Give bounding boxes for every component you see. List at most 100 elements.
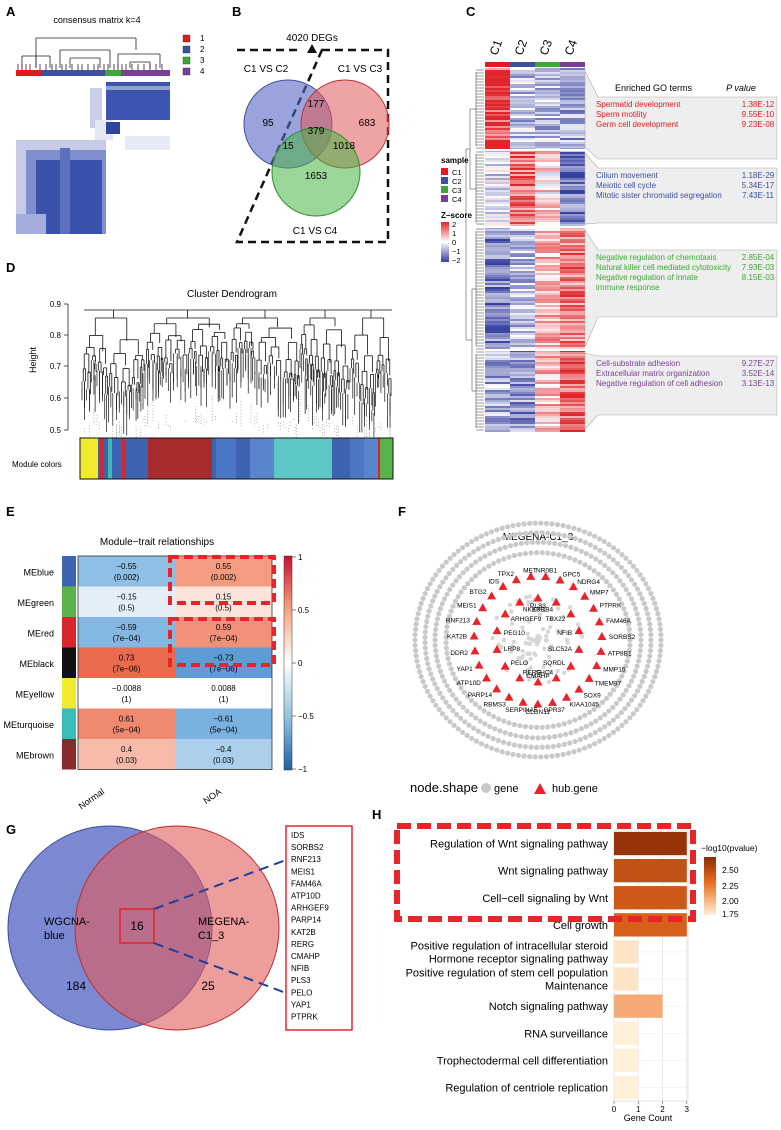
heatmap-cell (485, 329, 510, 331)
heatmap-cell (485, 362, 510, 364)
heatmap-cell (510, 370, 535, 372)
correlation-value: −0.55 (116, 562, 137, 571)
heatmap-cell (485, 128, 510, 130)
gene-node (434, 658, 441, 664)
heatmap-cell (510, 144, 535, 146)
heatmap-cell (485, 247, 510, 249)
heatmap-cell (560, 120, 585, 122)
heatmap-cell (560, 235, 585, 237)
venn-region-c3-c4: 1018 (333, 141, 356, 152)
gene-node (540, 735, 547, 741)
color-legend-title: −log10(pvalue) (701, 843, 758, 853)
gene-node (502, 544, 508, 550)
heatmap-cell (560, 80, 585, 82)
heatmap-cell (560, 347, 585, 349)
gene-node (427, 581, 433, 587)
highlight-box-meblue (168, 555, 276, 605)
heatmap-cell (485, 118, 510, 120)
gene-node (446, 703, 452, 710)
gene-node (610, 545, 617, 551)
consensus-heatmap (16, 80, 170, 234)
category-label: Maintenance (545, 981, 608, 993)
venn-left-label-2: blue (44, 930, 65, 942)
panel-e: Module−trait relationships MEblue−0.55(0… (3, 537, 314, 811)
heatmap-cell (560, 370, 585, 372)
legend-label-3: 3 (200, 56, 205, 65)
heatmap-cell (510, 364, 535, 366)
heatmap-cell (560, 74, 585, 76)
heatmap-cell (510, 299, 535, 301)
gene-node (532, 651, 537, 656)
gene-node (592, 544, 598, 551)
colorbar-tick-label: 0 (298, 659, 303, 668)
gene-node (504, 524, 511, 530)
gene-node (634, 611, 640, 617)
heatmap-cell (510, 224, 535, 226)
heatmap-cell (510, 426, 535, 428)
heatmap-cell (535, 283, 560, 285)
gene-node (446, 613, 453, 619)
venn-region-c2-c3: 177 (308, 99, 325, 110)
heatmap-cell (485, 261, 510, 263)
heatmap-cell (560, 420, 585, 422)
heatmap-cell (535, 110, 560, 112)
heatmap-cell (535, 430, 560, 432)
heatmap-cell (510, 100, 535, 102)
color-legend-tick-250: 2.50 (722, 865, 739, 875)
heatmap-cell (510, 239, 535, 241)
gene-node (458, 589, 464, 595)
heatmap-cell (560, 76, 585, 78)
correlation-pvalue: (0.002) (211, 573, 237, 582)
gene-node (602, 724, 608, 730)
gene-node (437, 584, 443, 590)
module-trait-heatmap: MEblue−0.55(0.002)0.55(0.002)MEgreen−0.1… (3, 555, 273, 770)
heatmap-cell (510, 341, 535, 343)
gene-node (526, 641, 532, 647)
gene-node (513, 541, 519, 548)
gene-node (640, 576, 646, 582)
gene-node (446, 570, 452, 577)
gene-node (473, 715, 479, 721)
zscore-tick-2: 2 (452, 220, 456, 229)
heatmap-cell (535, 204, 560, 206)
gene-node (546, 679, 552, 685)
heatmap-cell (535, 315, 560, 317)
heatmap-cell (485, 289, 510, 291)
go-term: Natural killer cell mediated cytotoxicit… (596, 263, 731, 272)
heatmap-cell (485, 277, 510, 279)
gene-node (550, 551, 556, 557)
heatmap-cell (510, 325, 535, 327)
gene-node (539, 724, 545, 730)
go-term-pvalue: 9.27E-27 (742, 359, 775, 368)
gene-node (544, 633, 549, 639)
heatmap-cell (535, 291, 560, 293)
heatmap-cell (535, 108, 560, 110)
heatmap-cell (510, 281, 535, 283)
correlation-pvalue: (0.002) (114, 573, 140, 582)
gene-node (522, 550, 529, 557)
module-color-segment (100, 438, 104, 479)
correlation-pvalue: (5e−04) (210, 726, 238, 735)
heatmap-cell (535, 146, 560, 148)
colorbar-tick-label: −0.5 (298, 712, 314, 721)
heatmap-cell (510, 347, 535, 349)
heatmap-cell (510, 382, 535, 384)
gene-node (641, 673, 647, 680)
panel-c: C1 C2 C3 C4 Enriched GO terms P value Sperm… (441, 38, 778, 432)
venn-right-label-2: C1_3 (198, 930, 224, 942)
heatmap-cell (510, 243, 535, 245)
hub-gene-label: SQRDL (543, 660, 566, 667)
heatmap-cell (510, 313, 535, 315)
heatmap-cell (510, 261, 535, 263)
hub-gene-marker (487, 591, 497, 600)
heatmap-cell (535, 174, 560, 176)
heatmap-cell (535, 206, 560, 208)
heatmap-cell (535, 295, 560, 297)
heatmap-cell (510, 138, 535, 140)
heatmap-cell (485, 216, 510, 218)
gene-node (632, 692, 638, 699)
category-label: Positive regulation of stem cell populat… (406, 968, 608, 980)
heatmap-cell (535, 255, 560, 257)
gene-node (606, 732, 612, 739)
gene-node (630, 563, 637, 569)
